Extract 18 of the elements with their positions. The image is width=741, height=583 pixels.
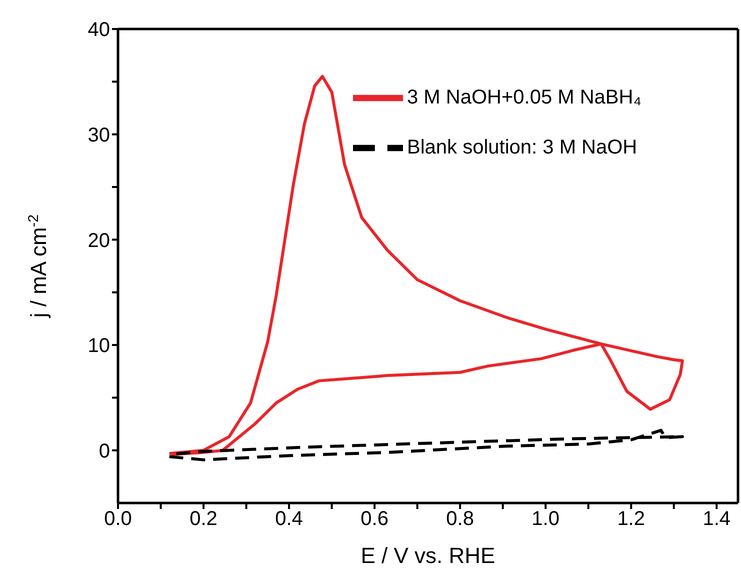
x-tick-label: 0.6 (360, 508, 388, 530)
x-tick-label: 1.0 (532, 508, 560, 530)
x-tick-label: 0.8 (446, 508, 474, 530)
y-tick-label: 0 (98, 440, 110, 462)
y-tick-label: 10 (88, 335, 110, 358)
x-tick-label: 0.2 (190, 508, 218, 530)
legend-label: Blank solution: 3 M NaOH (407, 136, 638, 158)
x-tick-label: 0.4 (275, 508, 303, 530)
y-tick-label: 30 (88, 124, 110, 146)
x-tick-label: 1.2 (617, 508, 646, 530)
y-tick-label: 40 (88, 19, 110, 42)
x-tick-label: 0.0 (104, 508, 132, 530)
line-series (168, 74, 684, 456)
x-axis-title: E / V vs. RHE (360, 543, 496, 568)
x-tick-label: 1.4 (702, 508, 731, 530)
line-series (168, 428, 684, 462)
legend-label: 3 M NaOH+0.05 M NaBH₄ (407, 86, 642, 108)
y-tick-label: 20 (88, 230, 110, 252)
